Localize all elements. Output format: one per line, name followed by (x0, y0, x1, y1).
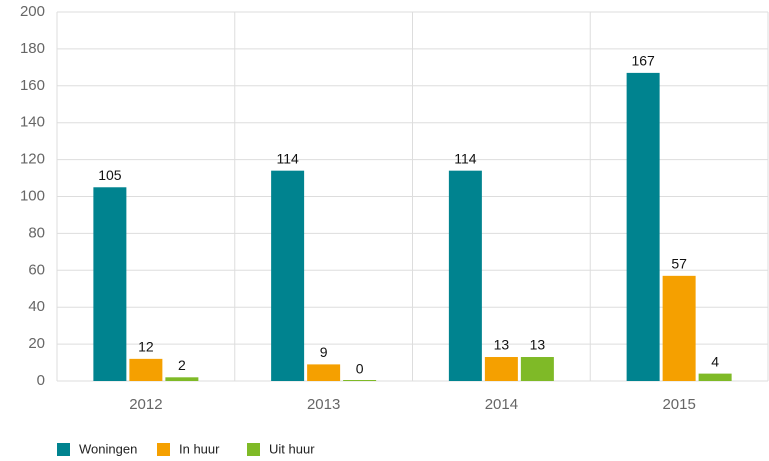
y-tick-label: 0 (37, 372, 45, 389)
value-label: 114 (454, 150, 477, 166)
x-tick-label: 2015 (662, 396, 695, 413)
y-tick-label: 160 (20, 77, 45, 94)
bar (662, 275, 696, 381)
value-label: 12 (138, 339, 154, 355)
y-tick-label: 200 (20, 3, 45, 20)
y-tick-label: 40 (28, 298, 45, 315)
value-label: 114 (276, 150, 299, 166)
value-label: 57 (671, 256, 687, 272)
bar (343, 380, 377, 381)
y-tick-label: 80 (28, 224, 45, 241)
bar (626, 72, 660, 381)
value-label: 13 (530, 337, 546, 353)
bar (698, 373, 732, 381)
value-label: 13 (494, 337, 510, 353)
legend-swatch (247, 443, 260, 456)
legend-label: Uit huur (269, 441, 315, 456)
y-tick-label: 20 (28, 335, 45, 352)
bar (271, 170, 305, 381)
y-tick-label: 100 (20, 187, 45, 204)
bar (520, 357, 554, 381)
y-tick-label: 140 (20, 114, 45, 131)
x-tick-label: 2013 (307, 396, 340, 413)
bar (307, 364, 341, 381)
value-label: 9 (320, 344, 328, 360)
legend-label: In huur (179, 441, 220, 456)
bar (484, 357, 518, 381)
value-label: 167 (631, 53, 655, 69)
bar (448, 170, 482, 381)
y-tick-label: 180 (20, 40, 45, 57)
value-label: 2 (178, 357, 186, 373)
y-tick-label: 60 (28, 261, 45, 278)
x-tick-label: 2014 (485, 396, 518, 413)
bar (93, 187, 127, 381)
x-tick-label: 2012 (129, 396, 162, 413)
value-label: 105 (98, 167, 122, 183)
legend-swatch (57, 443, 70, 456)
legend-swatch (157, 443, 170, 456)
y-tick-label: 120 (20, 151, 45, 168)
bar (129, 358, 163, 381)
bar (165, 377, 199, 381)
value-label: 4 (711, 353, 719, 369)
value-label: 0 (356, 361, 364, 377)
legend-label: Woningen (79, 441, 137, 456)
